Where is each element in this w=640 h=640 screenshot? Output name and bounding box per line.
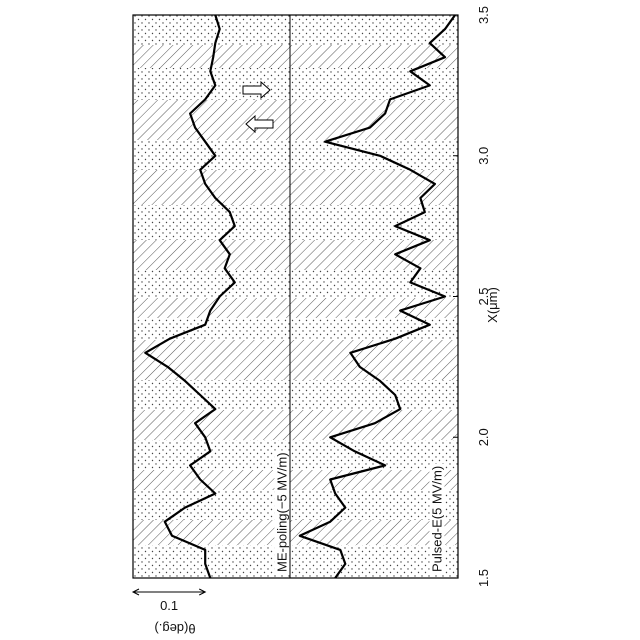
series-label: ME-poling(−5 MV/m) [274,452,289,572]
x-tick-label: 3.5 [476,6,491,24]
domain-band [133,170,458,205]
series-label: Pulsed-E(5 MV/m) [429,466,444,572]
domain-band [133,545,458,578]
domain-band [133,318,458,340]
domain-band [133,470,458,490]
x-tick-label: 2.0 [476,428,491,446]
domain-band [133,15,458,45]
domain-band [133,520,458,545]
domain-band [133,140,458,170]
x-tick-label: 3.0 [476,147,491,165]
domain-band [133,68,458,100]
chart: X(μm) θ(deg.) 1.52.02.53.03.5ME-poling(−… [0,0,640,640]
domain-bands [133,15,458,578]
domain-band [133,100,458,140]
x-tick-label: 2.5 [476,287,491,305]
y-axis-label: θ(deg.) [154,621,195,636]
domain-band [133,440,458,470]
domain-band [133,45,458,68]
scale-label: 0.1 [160,598,178,613]
domain-band [133,410,458,440]
x-tick-label: 1.5 [476,569,491,587]
domain-band [133,340,458,380]
domain-band [133,240,458,270]
domain-band [133,380,458,410]
domain-band [133,490,458,520]
domain-band [133,270,458,298]
domain-band [133,205,458,240]
